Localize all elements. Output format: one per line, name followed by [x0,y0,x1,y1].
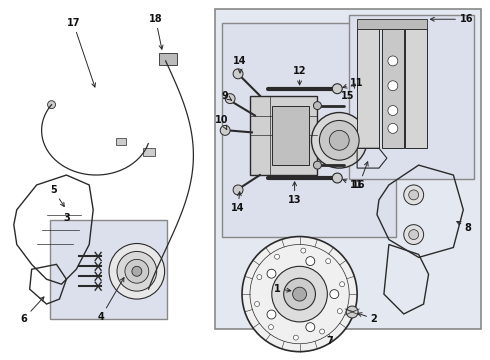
Circle shape [332,84,342,94]
Circle shape [267,310,276,319]
Bar [250,96,318,175]
Bar [222,23,396,237]
Text: 2: 2 [358,313,377,324]
Text: 14: 14 [231,192,245,213]
Circle shape [272,266,327,322]
Bar [382,29,404,148]
Circle shape [233,69,243,79]
Circle shape [306,257,315,266]
Text: 14: 14 [233,56,247,73]
Circle shape [274,254,279,259]
Bar [272,105,310,165]
Circle shape [109,243,165,299]
Text: 13: 13 [288,182,301,205]
Text: 16: 16 [430,14,473,24]
Circle shape [340,282,344,287]
Circle shape [220,125,230,135]
Circle shape [330,290,339,298]
Text: 1: 1 [274,284,291,294]
Bar [357,29,379,148]
Bar [357,19,427,29]
Circle shape [225,94,235,104]
Circle shape [388,81,398,91]
Circle shape [346,306,358,318]
Circle shape [332,173,342,183]
Circle shape [329,130,349,150]
Circle shape [257,275,262,280]
Circle shape [337,309,343,314]
Bar [349,15,474,179]
Circle shape [314,161,321,169]
Circle shape [312,113,367,168]
Circle shape [409,190,418,200]
Circle shape [284,278,316,310]
Circle shape [255,302,260,306]
Text: 5: 5 [50,185,64,207]
Circle shape [125,260,149,283]
Circle shape [319,121,359,160]
Circle shape [409,230,418,239]
Circle shape [293,287,307,301]
Text: 7: 7 [326,336,333,346]
Text: 15: 15 [341,84,355,101]
Bar [143,148,155,156]
Bar [116,138,126,145]
Circle shape [144,284,153,294]
Text: 11: 11 [343,179,364,190]
Circle shape [388,56,398,66]
Text: 8: 8 [457,221,472,233]
Circle shape [326,258,331,264]
Text: 6: 6 [21,297,44,324]
Circle shape [233,185,243,195]
Circle shape [294,335,298,340]
Bar [405,29,427,148]
Circle shape [242,237,357,352]
Bar [49,220,167,319]
Circle shape [388,123,398,133]
Text: 4: 4 [98,278,124,322]
Circle shape [267,269,276,278]
Circle shape [404,225,424,244]
Text: 12: 12 [293,66,306,85]
Circle shape [319,329,324,334]
Circle shape [117,251,157,291]
Circle shape [314,102,321,109]
Circle shape [388,105,398,116]
Bar [215,9,481,329]
Bar [159,53,176,65]
Circle shape [269,325,273,330]
Circle shape [48,101,55,109]
Text: 10: 10 [216,116,229,130]
Text: 3: 3 [63,213,70,223]
Text: 16: 16 [352,162,368,190]
Text: 17: 17 [67,18,96,87]
Circle shape [132,266,142,276]
Circle shape [306,323,315,332]
Text: 18: 18 [149,14,163,49]
Circle shape [301,248,306,253]
Text: 9: 9 [222,91,231,101]
Text: 11: 11 [343,78,364,88]
Circle shape [404,185,424,205]
